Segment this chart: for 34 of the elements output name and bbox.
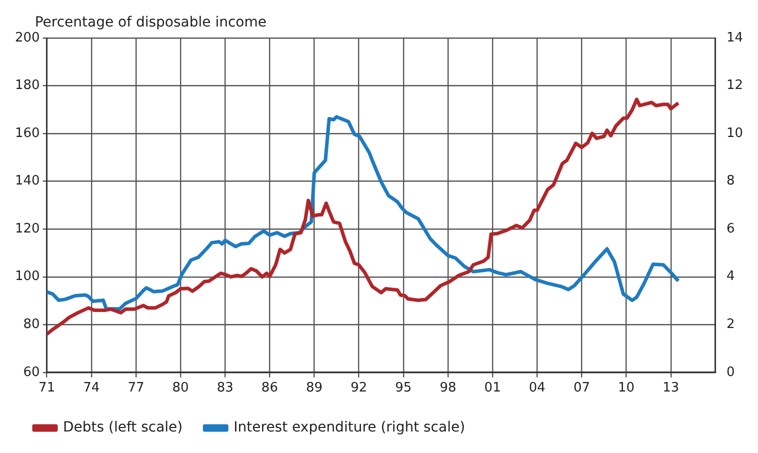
legend-label: Debts (left scale) bbox=[63, 420, 183, 436]
y-tick-label: 120 bbox=[14, 221, 40, 236]
x-tick-label: 98 bbox=[440, 380, 456, 396]
legend-label: Interest expenditure (right scale) bbox=[234, 420, 466, 436]
x-tick-label: 80 bbox=[172, 380, 189, 396]
y2-tick-label: 4 bbox=[726, 269, 735, 284]
x-tick-label: 04 bbox=[528, 380, 546, 396]
x-tick-label: 71 bbox=[38, 380, 56, 396]
x-tick-label: 92 bbox=[350, 380, 368, 396]
y-tick-label: 200 bbox=[14, 30, 40, 46]
y-tick-label: 80 bbox=[23, 317, 40, 332]
y2-tick-label: 6 bbox=[726, 221, 735, 236]
x-tick-label: 77 bbox=[128, 380, 144, 396]
y-tick-label: 160 bbox=[14, 126, 40, 141]
x-tick-label: 86 bbox=[261, 380, 278, 396]
y2-tick-label: 0 bbox=[726, 364, 735, 380]
y2-tick-label: 14 bbox=[726, 30, 744, 46]
x-tick-label: 07 bbox=[573, 380, 590, 396]
y-tick-label: 100 bbox=[14, 269, 40, 284]
y2-tick-label: 12 bbox=[726, 78, 744, 94]
x-tick-label: 13 bbox=[662, 380, 680, 396]
y2-tick-label: 8 bbox=[726, 174, 735, 189]
y2-tick-label: 2 bbox=[726, 317, 735, 332]
x-tick-label: 89 bbox=[306, 380, 323, 396]
x-tick-label: 74 bbox=[83, 380, 100, 396]
y-tick-label: 180 bbox=[14, 78, 40, 94]
y-tick-label: 60 bbox=[23, 364, 40, 380]
x-tick-label: 83 bbox=[216, 380, 234, 396]
x-tick-label: 10 bbox=[618, 380, 635, 396]
y2-tick-label: 10 bbox=[726, 126, 744, 141]
x-tick-label: 95 bbox=[395, 380, 412, 396]
y-tick-label: 140 bbox=[14, 174, 40, 189]
x-tick-label: 01 bbox=[484, 380, 501, 396]
y-axis-title: Percentage of disposable income bbox=[34, 14, 266, 31]
